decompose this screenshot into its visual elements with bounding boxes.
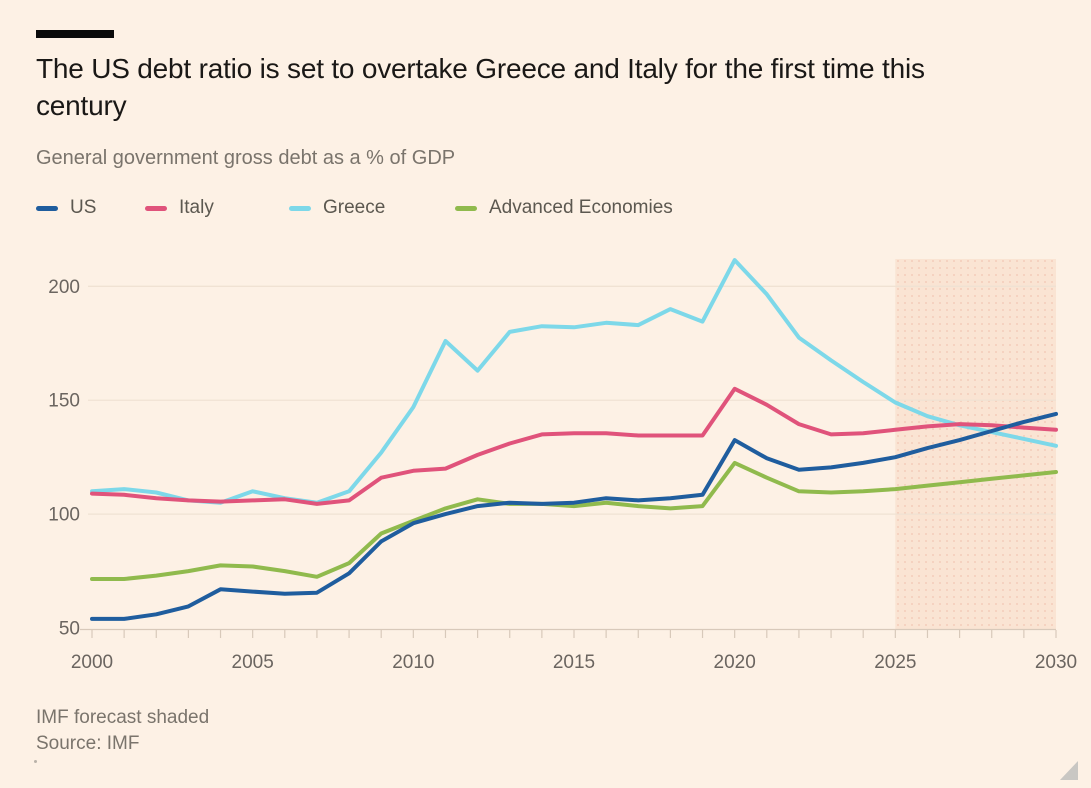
italy-line-swatch-icon [145,205,167,211]
legend-label-greece: Greece [323,197,386,218]
series-line-italy [90,386,1058,506]
x-axis-label-2015: 2015 [553,652,595,673]
y-axis-label-50: 50 [59,619,80,640]
legend-label-italy: Italy [179,197,214,218]
series-line-advanced-economies [90,460,1058,581]
legend-item-greece: Greece [289,196,385,220]
advanced-economies-line-swatch-icon [455,205,477,211]
series-line-us [90,411,1058,621]
legend: US Italy Greece Advanced Economies [0,196,1091,220]
greece-line-swatch-icon [289,205,311,211]
forecast-note: IMF forecast shaded [36,707,210,728]
legend-item-us: US [36,196,96,220]
legend-label-us: US [70,197,97,218]
x-axis-label-2020: 2020 [714,652,756,673]
us-line-swatch-icon [36,205,58,211]
y-axis-label-150: 150 [48,391,80,412]
chart-subtitle: General government gross debt as a % of … [36,147,456,169]
series-line-greece [90,258,1058,505]
resize-handle-icon[interactable] [1060,761,1078,780]
legend-item-advanced-economies: Advanced Economies [455,196,673,220]
source-note: Source: IMF [36,733,140,754]
x-axis-label-2005: 2005 [232,652,274,673]
footer-dot [34,760,37,763]
x-axis-label-2010: 2010 [392,652,434,673]
chart-title: The US debt ratio is set to overtake Gre… [36,53,925,121]
x-axis-label-2000: 2000 [71,652,113,673]
legend-item-italy: Italy [145,196,214,220]
y-axis-label-100: 100 [48,505,80,526]
title-rule [36,30,114,38]
forecast-region-dots [895,259,1056,630]
y-axis-label-200: 200 [48,277,80,298]
legend-label-advanced-economies: Advanced Economies [489,197,673,218]
x-axis-label-2025: 2025 [874,652,916,673]
x-axis-label-2030: 2030 [1035,652,1077,673]
